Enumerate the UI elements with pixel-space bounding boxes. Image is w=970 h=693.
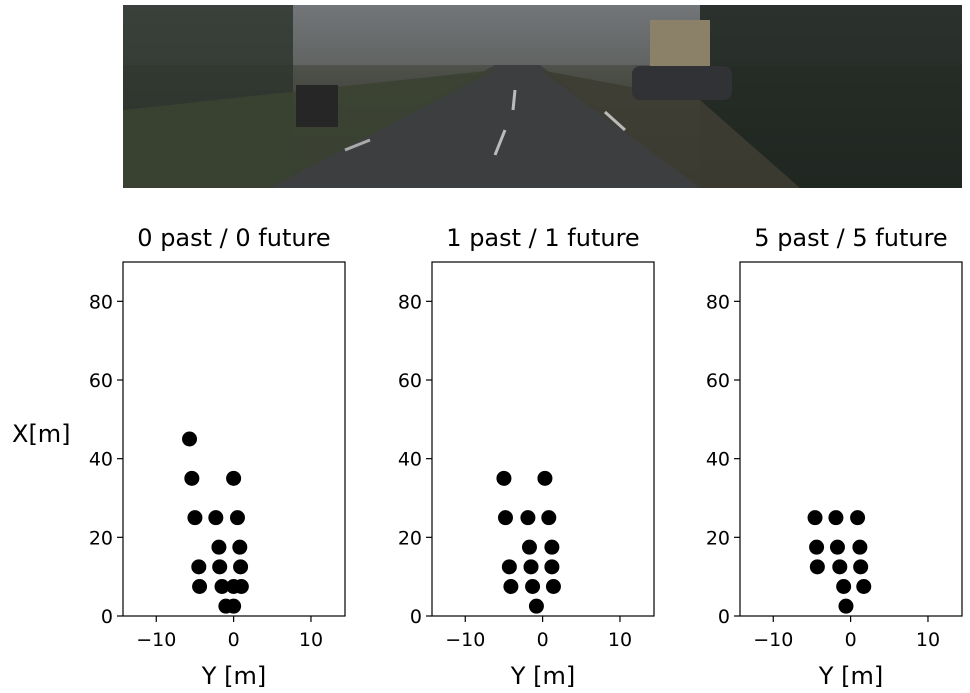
point <box>232 540 247 555</box>
x-axis-label: Y [m] <box>201 662 266 690</box>
y-tick-label: 20 <box>89 527 113 549</box>
point <box>191 559 206 574</box>
point <box>524 559 539 574</box>
point <box>182 432 197 447</box>
x-axis-label: Y [m] <box>818 662 883 690</box>
x-tick-label: −10 <box>445 629 485 651</box>
point <box>537 471 552 486</box>
y-tick-label: 60 <box>398 370 422 392</box>
point <box>520 510 535 525</box>
subplot-title: 0 past / 0 future <box>137 224 330 252</box>
x-tick-label: 10 <box>299 629 323 651</box>
y-tick-label: 60 <box>89 370 113 392</box>
subplot: 0 past / 0 future 0 20 40 60 80 −10 0 10 Y [m] X[m… <box>12 224 345 690</box>
point <box>496 471 511 486</box>
y-tick-label: 0 <box>410 606 422 628</box>
point <box>525 579 540 594</box>
point <box>836 579 851 594</box>
x-tick-label: −10 <box>753 629 793 651</box>
y-tick-label: 0 <box>101 606 113 628</box>
point <box>541 510 556 525</box>
point <box>208 510 223 525</box>
y-tick-label: 20 <box>398 527 422 549</box>
point <box>226 471 241 486</box>
subplot: 1 past / 1 future 0 20 40 60 80 −10 0 10 Y [m] <box>398 224 654 690</box>
y-tick-label: 60 <box>706 370 730 392</box>
plot-frame <box>123 262 345 616</box>
y-tick-label: 20 <box>706 527 730 549</box>
y-tick-label: 40 <box>706 449 730 471</box>
point <box>212 559 227 574</box>
camera-image <box>123 5 962 188</box>
point <box>544 540 559 555</box>
point <box>850 510 865 525</box>
point <box>544 559 559 574</box>
x-tick-label: 0 <box>228 629 240 651</box>
x-tick-label: 0 <box>537 629 549 651</box>
subplot-title: 1 past / 1 future <box>446 224 639 252</box>
y-tick-label: 40 <box>398 449 422 471</box>
point <box>529 599 544 614</box>
point <box>211 540 226 555</box>
y-tick-label: 80 <box>398 291 422 313</box>
point <box>522 540 537 555</box>
y-tick-label: 80 <box>706 291 730 313</box>
point <box>233 559 248 574</box>
plot-frame <box>432 262 654 616</box>
point <box>226 599 241 614</box>
x-tick-label: −10 <box>136 629 176 651</box>
point <box>498 510 513 525</box>
point <box>502 559 517 574</box>
y-axis-label: X[m] <box>12 420 71 448</box>
y-tick-label: 80 <box>89 291 113 313</box>
figure: 0 past / 0 future 0 20 40 60 80 −10 0 10 Y [m] X[m… <box>0 0 970 693</box>
y-tick-label: 40 <box>89 449 113 471</box>
point <box>234 579 249 594</box>
x-axis-label: Y [m] <box>510 662 575 690</box>
plot-frame <box>740 262 962 616</box>
point <box>852 540 867 555</box>
point <box>546 579 561 594</box>
point <box>809 540 824 555</box>
point <box>230 510 245 525</box>
x-tick-label: 10 <box>916 629 940 651</box>
x-tick-label: 10 <box>608 629 632 651</box>
point <box>853 559 868 574</box>
point <box>830 540 845 555</box>
point <box>838 599 853 614</box>
x-tick-label: 0 <box>845 629 857 651</box>
point <box>810 559 825 574</box>
y-tick-label: 0 <box>718 606 730 628</box>
point <box>192 579 207 594</box>
point <box>856 579 871 594</box>
point <box>832 559 847 574</box>
subplot: 5 past / 5 future 0 20 40 60 80 −10 0 10 Y [m] <box>706 224 962 690</box>
subplot-title: 5 past / 5 future <box>754 224 947 252</box>
point <box>503 579 518 594</box>
point <box>808 510 823 525</box>
point <box>187 510 202 525</box>
point <box>184 471 199 486</box>
point <box>828 510 843 525</box>
